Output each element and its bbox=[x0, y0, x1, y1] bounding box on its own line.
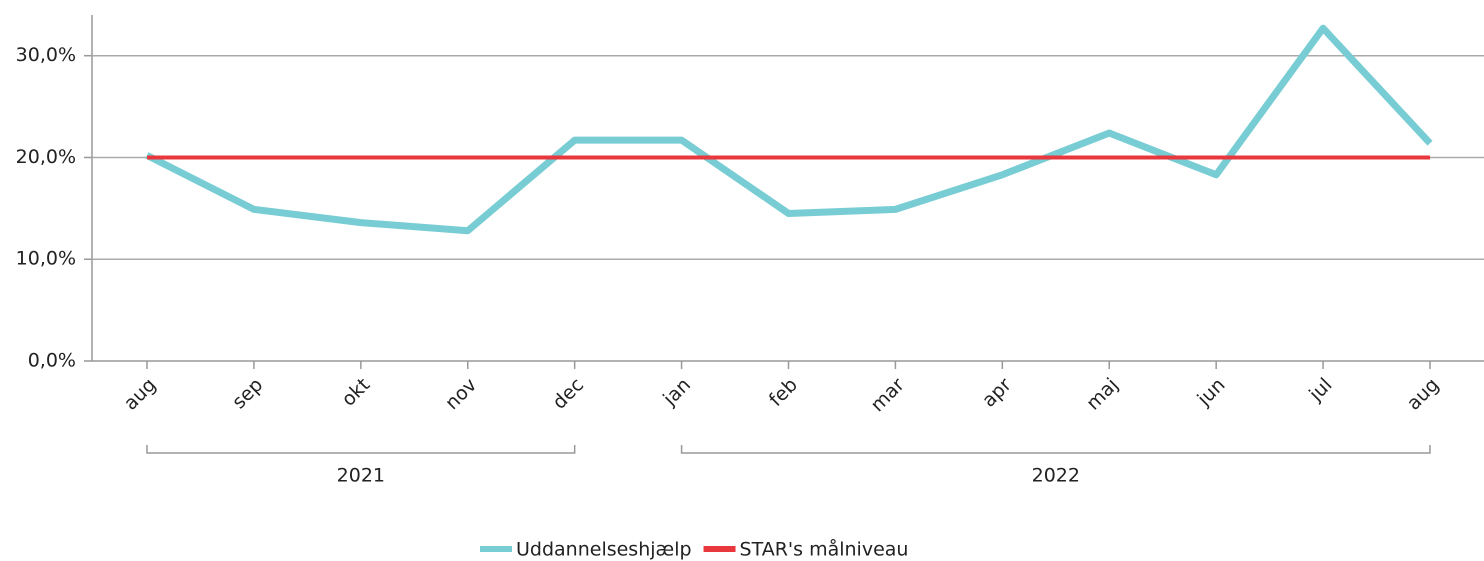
x-tick-label: mar bbox=[866, 374, 909, 417]
y-tick-label: 0,0% bbox=[28, 350, 76, 372]
legend: Uddannelseshjælp STAR's målniveau bbox=[480, 538, 908, 561]
group-bracket bbox=[146, 445, 576, 454]
y-tick-label: 20,0% bbox=[16, 146, 76, 168]
x-tick-label: nov bbox=[441, 374, 481, 414]
legend-swatch bbox=[480, 546, 512, 552]
x-tick-label: dec bbox=[548, 374, 588, 414]
x-tick-label: aug bbox=[120, 374, 161, 415]
x-tick-label: apr bbox=[978, 374, 1016, 412]
x-tick-label: jan bbox=[658, 374, 695, 411]
group-label: 2021 bbox=[337, 465, 385, 487]
legend-label: STAR's målniveau bbox=[740, 538, 909, 561]
x-tick-label: maj bbox=[1082, 374, 1123, 415]
group-bracket bbox=[680, 445, 1431, 454]
y-tick-label: 10,0% bbox=[16, 248, 76, 270]
y-tick-label: 30,0% bbox=[16, 44, 76, 66]
group-label: 2022 bbox=[1032, 465, 1080, 487]
series-line bbox=[145, 24, 1433, 235]
x-tick-label: sep bbox=[228, 374, 267, 413]
legend-swatch bbox=[703, 546, 736, 552]
x-tick-label: feb bbox=[765, 374, 802, 411]
legend-label: Uddannelseshjælp bbox=[516, 539, 692, 561]
x-tick-label: jun bbox=[1193, 374, 1230, 411]
x-tick-label: okt bbox=[337, 374, 374, 411]
x-tick-label: aug bbox=[1403, 374, 1444, 415]
x-tick-label: jul bbox=[1304, 374, 1336, 406]
